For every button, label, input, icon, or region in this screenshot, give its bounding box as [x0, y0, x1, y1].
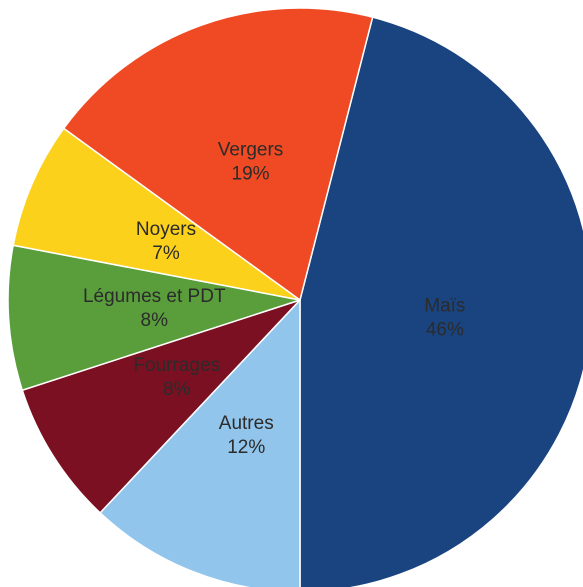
pie-slice	[12, 127, 301, 301]
slice-label: Vergers	[218, 140, 283, 161]
slice-label: Maïs	[424, 295, 465, 316]
pie-slice	[99, 298, 301, 587]
slice-label: Autres	[219, 413, 274, 434]
slice-value: 7%	[152, 243, 180, 264]
slice-label: Fourrages	[133, 355, 220, 376]
slice-label: Noyers	[136, 219, 196, 240]
slice-value: 12%	[227, 437, 265, 458]
pie-slice	[62, 7, 374, 302]
slice-value: 46%	[426, 319, 464, 340]
slice-value: 19%	[232, 164, 270, 185]
slice-value: 8%	[141, 310, 169, 331]
pie-slice	[299, 16, 583, 587]
slice-label: Légumes et PDT	[83, 286, 226, 307]
pie-slice	[7, 244, 301, 392]
slice-value: 8%	[163, 379, 191, 400]
pie-slice	[21, 299, 301, 514]
